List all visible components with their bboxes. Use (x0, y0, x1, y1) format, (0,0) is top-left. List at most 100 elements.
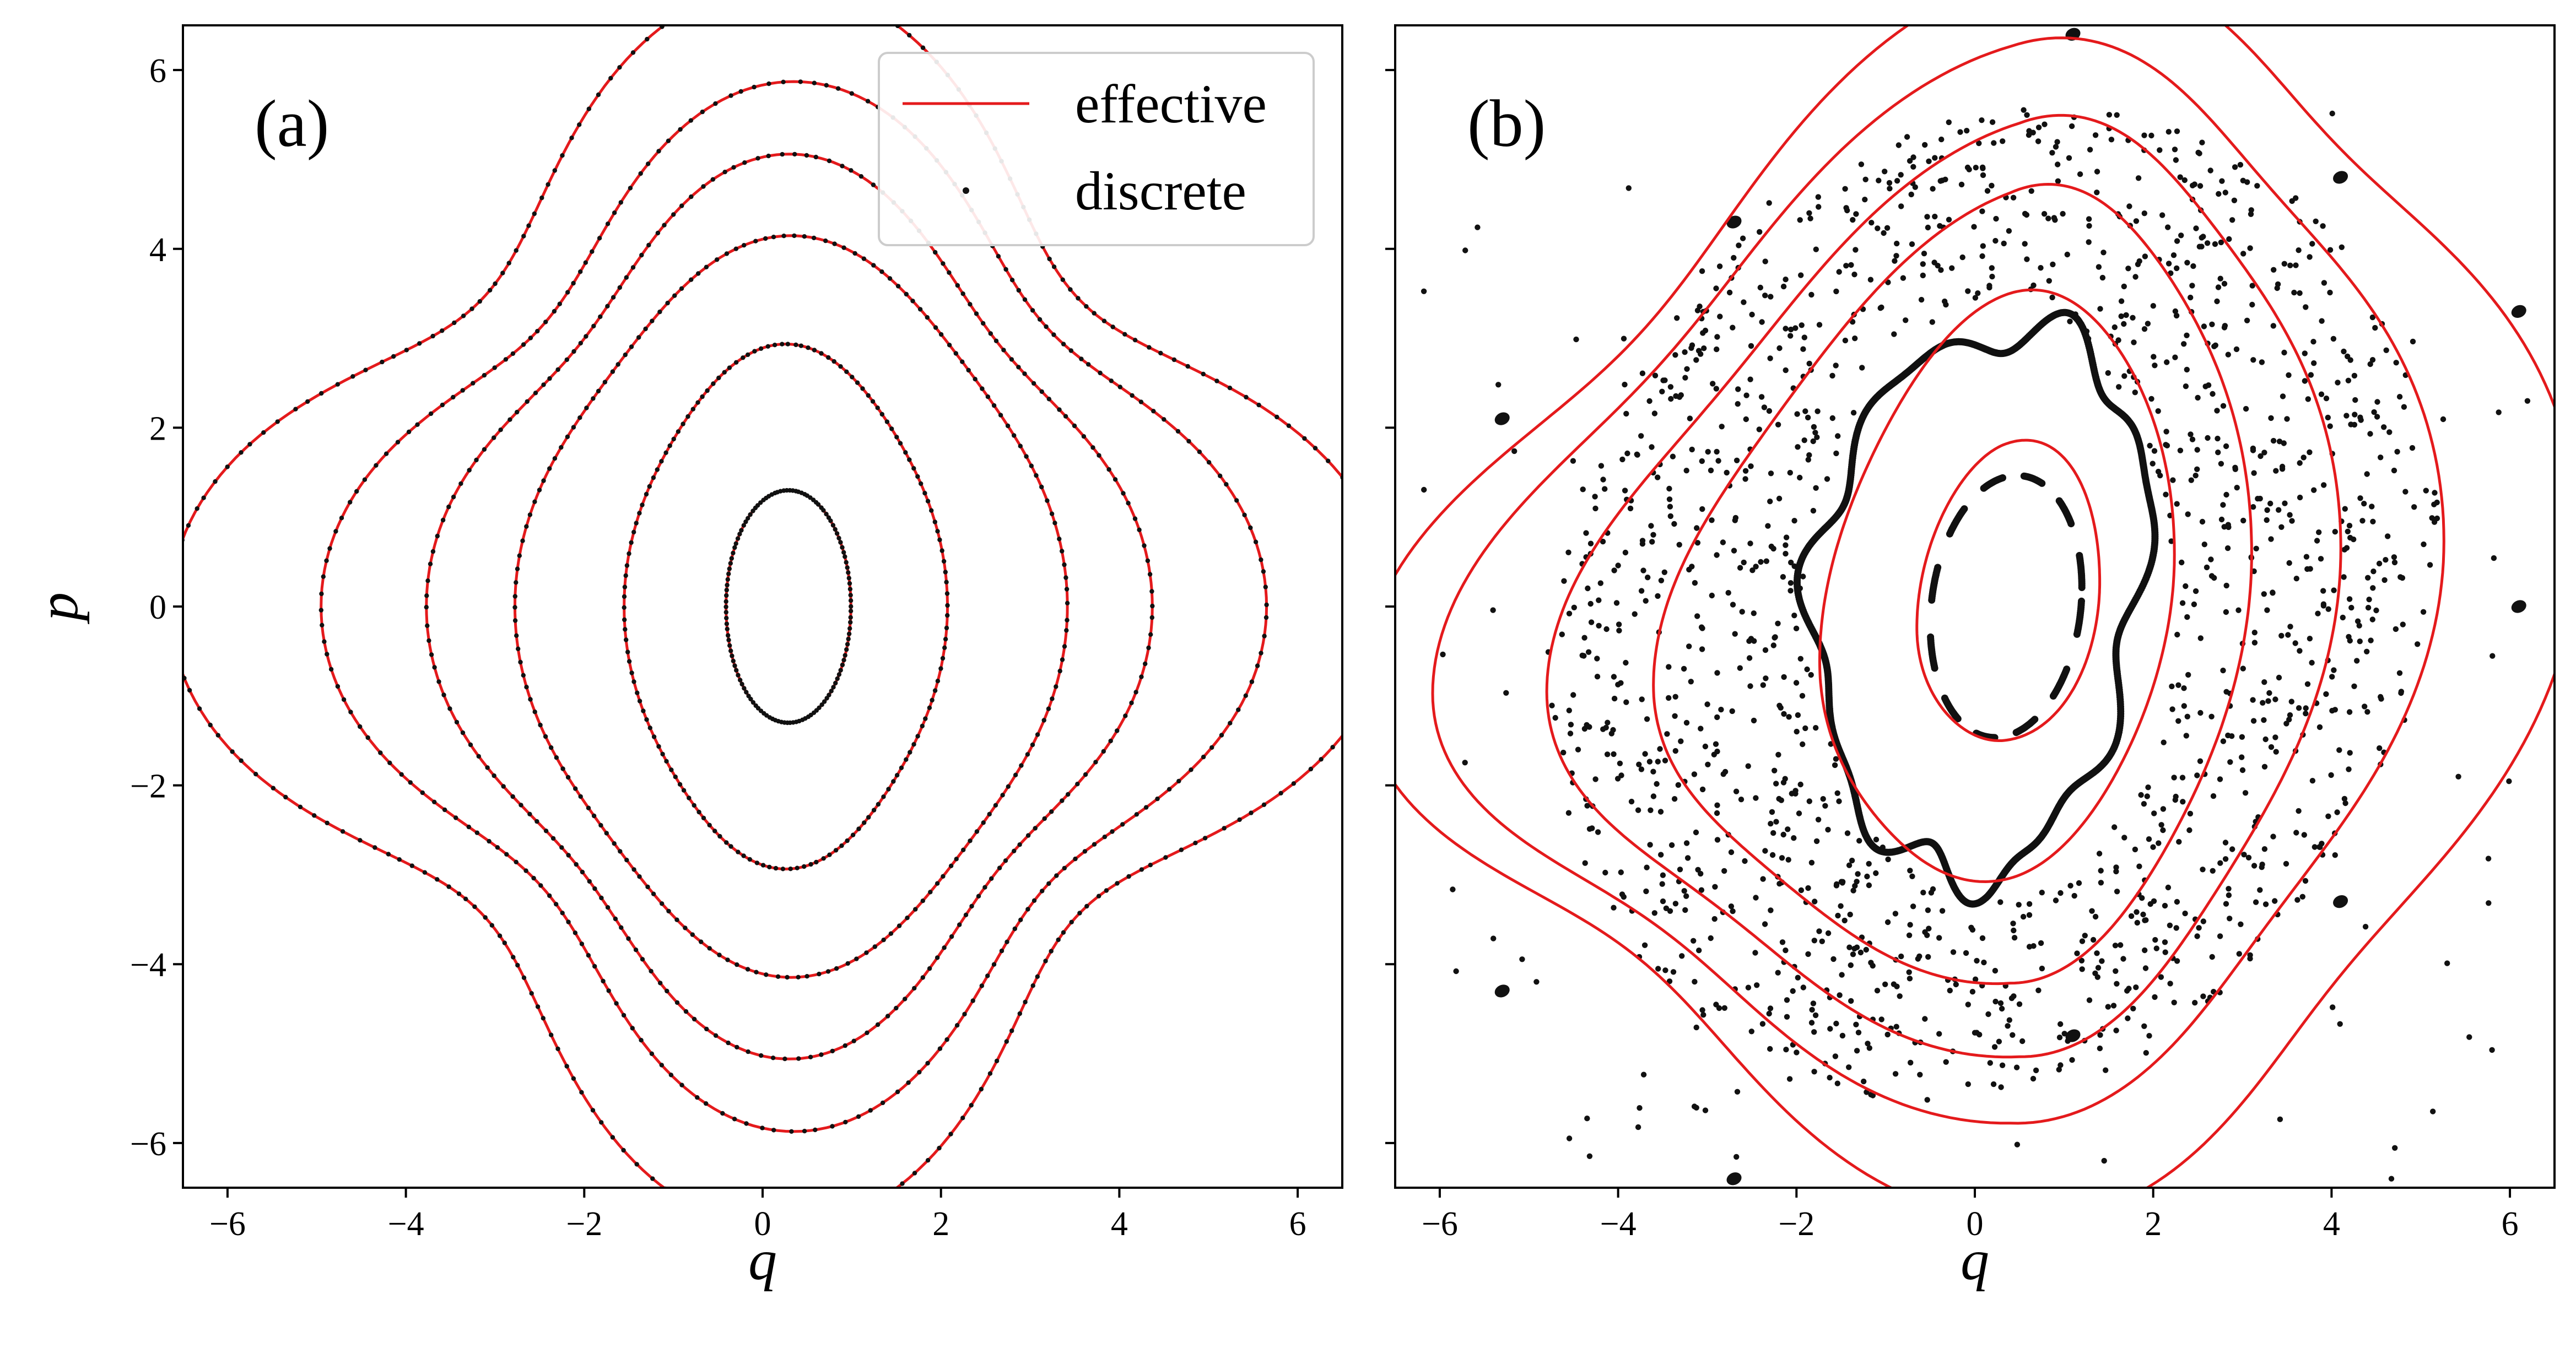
discrete-point (824, 83, 829, 88)
discrete-point-sea (1696, 948, 1702, 954)
discrete-point-sea (1784, 997, 1790, 1003)
discrete-point-sea (1846, 944, 1853, 950)
discrete-point (1022, 371, 1027, 376)
discrete-point (424, 593, 429, 598)
discrete-point-sea (2226, 892, 2232, 898)
discrete-point (497, 933, 503, 938)
discrete-point-sea (2489, 1047, 2495, 1053)
discrete-point-sea (2223, 609, 2229, 615)
discrete-point (1009, 1028, 1014, 1033)
discrete-point (577, 122, 582, 127)
discrete-point-sea (1740, 235, 1746, 241)
discrete-point (586, 805, 591, 810)
discrete-point-sea (2392, 1145, 2398, 1151)
discrete-point-sea (1806, 360, 1812, 367)
discrete-point-sea (1714, 552, 1720, 558)
discrete-point (614, 1001, 619, 1006)
discrete-point-sea (1986, 284, 1992, 291)
discrete-point-sea (1668, 396, 1674, 402)
discrete-point (748, 696, 753, 702)
discrete-point (711, 381, 716, 386)
discrete-point (1263, 584, 1268, 589)
discrete-point-sea (1816, 322, 1823, 328)
y-tick-label: 6 (149, 52, 166, 90)
discrete-point-sea (2176, 838, 2182, 845)
discrete-point-sea (1651, 910, 1657, 916)
discrete-point-sea (2524, 398, 2531, 404)
discrete-point-sea (2372, 324, 2378, 331)
discrete-point (512, 605, 517, 610)
discrete-point-sea (1655, 474, 1661, 480)
discrete-point-sea (1783, 947, 1789, 954)
discrete-point-sea (1582, 860, 1588, 866)
discrete-point (1201, 371, 1206, 377)
discrete-point-sea (1864, 873, 1870, 880)
discrete-point (969, 1103, 974, 1108)
discrete-point-sea (1667, 504, 1673, 510)
discrete-point (687, 795, 692, 800)
discrete-point-sea (1792, 788, 1799, 794)
discrete-point (543, 734, 548, 739)
discrete-point (731, 165, 736, 170)
discrete-point-sea (1814, 408, 1821, 414)
discrete-point-sea (2315, 610, 2321, 616)
discrete-point (724, 587, 730, 593)
discrete-point-sea (1715, 458, 1721, 464)
discrete-point-sea (1710, 381, 1716, 387)
discrete-point-sea (2264, 507, 2270, 513)
discrete-point-sea (1909, 873, 1915, 880)
discrete-point (647, 484, 652, 489)
discrete-point (723, 599, 728, 604)
discrete-point (919, 481, 924, 486)
discrete-point (1137, 527, 1142, 532)
discrete-point-sea (1440, 651, 1446, 658)
discrete-point (1101, 749, 1106, 754)
discrete-point (840, 545, 845, 550)
discrete-point (991, 962, 997, 967)
discrete-point-sea (1616, 621, 1622, 627)
discrete-point (841, 550, 846, 555)
discrete-point-sea (2035, 987, 2042, 994)
discrete-point (843, 554, 847, 559)
x-tick-label: 6 (2502, 1205, 2519, 1243)
discrete-point-sea (2327, 289, 2333, 296)
discrete-point-sea (2196, 925, 2202, 931)
discrete-point-sea (1922, 1016, 1928, 1022)
discrete-point-sea (1861, 1078, 1867, 1085)
discrete-point-sea (2257, 887, 2263, 893)
discrete-point-sea (2010, 921, 2016, 927)
discrete-point-sea (2361, 501, 2367, 507)
discrete-point-sea (1726, 289, 1733, 296)
discrete-point-sea (2011, 935, 2018, 941)
discrete-point-sea (1876, 177, 1882, 183)
discrete-point (695, 1095, 700, 1100)
discrete-point (725, 582, 730, 588)
discrete-point-sea (2164, 359, 2170, 365)
discrete-point (319, 391, 324, 396)
discrete-point (1061, 342, 1066, 347)
discrete-point-sea (1784, 1014, 1790, 1020)
discrete-point-sea (2320, 603, 2327, 609)
discrete-point-sea (1800, 741, 1806, 748)
discrete-point-sea (2155, 408, 2161, 414)
discrete-point (590, 249, 595, 254)
x-tick-label: −2 (566, 1205, 602, 1243)
discrete-point-sea (2184, 366, 2190, 373)
discrete-point (1382, 652, 1387, 656)
discrete-point (708, 1213, 712, 1217)
discrete-point (723, 604, 728, 609)
discrete-point (395, 440, 401, 445)
discrete-point-sea (1662, 757, 1668, 764)
discrete-point (543, 320, 548, 324)
discrete-point-sea (2152, 937, 2158, 943)
discrete-point (974, 311, 979, 316)
discrete-point-sea (2346, 766, 2352, 772)
discrete-point-sea (2215, 284, 2222, 290)
discrete-point (435, 533, 440, 539)
discrete-point (1110, 829, 1115, 834)
discrete-point-sea (1980, 165, 1986, 171)
discrete-point-sea (1728, 903, 1735, 910)
discrete-point-sea (2366, 597, 2372, 603)
discrete-point-sea (2415, 641, 2421, 647)
discrete-point-sea (1989, 182, 1995, 189)
